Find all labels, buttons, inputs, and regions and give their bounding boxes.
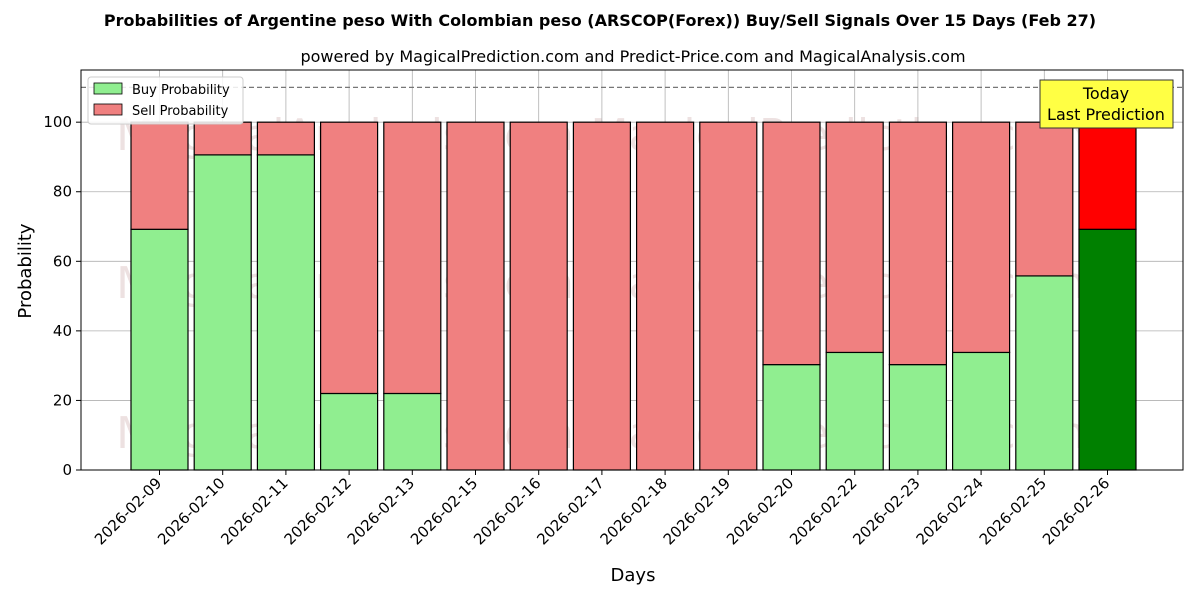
x-tick-label: 2026-02-18 — [597, 474, 671, 548]
y-axis-label: Probability — [15, 223, 36, 318]
bar-sell — [572, 121, 632, 471]
x-tick-label: 2026-02-20 — [723, 474, 797, 548]
bar-sell — [320, 121, 379, 395]
x-tick-label: 2026-02-10 — [154, 474, 228, 548]
chart-title: Probabilities of Argentine peso With Col… — [104, 11, 1096, 30]
bar-sell — [1078, 121, 1137, 230]
y-tick-label: 20 — [53, 391, 72, 409]
x-tick-label: 2026-02-09 — [91, 474, 165, 548]
y-axis: 0 20 40 60 80 100 — [43, 113, 81, 479]
legend-sell-swatch — [93, 103, 123, 116]
y-tick-label: 80 — [53, 183, 72, 201]
x-tick-label: 2026-02-25 — [976, 474, 1050, 548]
y-tick-label: 40 — [53, 322, 72, 340]
y-tick-label: 60 — [53, 252, 72, 270]
plot-frame — [80, 69, 1184, 471]
x-tick-label: 2026-02-17 — [533, 474, 607, 548]
legend-sell-label: Sell Probability — [132, 104, 229, 119]
x-tick-label: 2026-02-12 — [281, 474, 355, 548]
y-tick-label: 100 — [43, 113, 72, 131]
x-tick-label: 2026-02-23 — [849, 474, 923, 548]
x-tick-label: 2026-02-22 — [786, 474, 860, 548]
legend-buy-label: Buy Probability — [132, 83, 230, 98]
bar-sell — [825, 121, 884, 354]
legend-box — [87, 76, 244, 125]
today-annotation: Today Last Prediction — [1039, 79, 1174, 129]
bar-buy — [1078, 228, 1137, 471]
chart-subtitle: powered by MagicalPrediction.com and Pre… — [300, 47, 965, 66]
bar-buy — [130, 228, 189, 471]
x-axis-label: Days — [611, 565, 656, 586]
x-tick-label: 2026-02-11 — [217, 474, 291, 548]
bar-sell — [888, 121, 948, 366]
legend-buy-swatch — [93, 82, 123, 95]
bar-buy — [888, 364, 948, 471]
today-annotation-line2: Last Prediction — [1047, 105, 1165, 124]
x-tick-label: 2026-02-15 — [407, 474, 481, 548]
bar-buy — [256, 154, 315, 471]
x-tick-label: 2026-02-13 — [344, 474, 418, 548]
bar-buy — [825, 351, 884, 471]
bar-buy — [1015, 275, 1074, 471]
today-annotation-box — [1039, 79, 1174, 129]
x-tick-label: 2026-02-26 — [1039, 474, 1113, 548]
bar-sell — [1015, 121, 1074, 277]
x-axis: 2026-02-092026-02-102026-02-112026-02-12… — [91, 470, 1113, 548]
bar-sell — [256, 121, 315, 156]
bar-buy — [193, 154, 252, 471]
bar-buy — [951, 351, 1011, 471]
bar-buy — [383, 392, 442, 471]
bar-sell — [951, 121, 1011, 354]
bar-sell — [762, 121, 821, 366]
bar-sell — [130, 121, 189, 230]
legend: Buy Probability Sell Probability — [87, 76, 244, 125]
bar-sell — [635, 121, 695, 471]
bar-sell — [383, 121, 442, 395]
bar-buy — [320, 392, 379, 471]
bar-sell — [509, 121, 568, 471]
bar-sell — [193, 121, 252, 156]
y-tick-label: 0 — [62, 461, 72, 479]
bar-sell — [699, 121, 758, 471]
today-annotation-line1: Today — [1082, 84, 1129, 103]
bar-buy — [762, 364, 821, 471]
bar-group — [130, 121, 1137, 471]
x-tick-label: 2026-02-24 — [913, 474, 987, 548]
x-tick-label: 2026-02-16 — [470, 474, 544, 548]
x-tick-label: 2026-02-19 — [660, 474, 734, 548]
bar-sell — [446, 121, 505, 471]
